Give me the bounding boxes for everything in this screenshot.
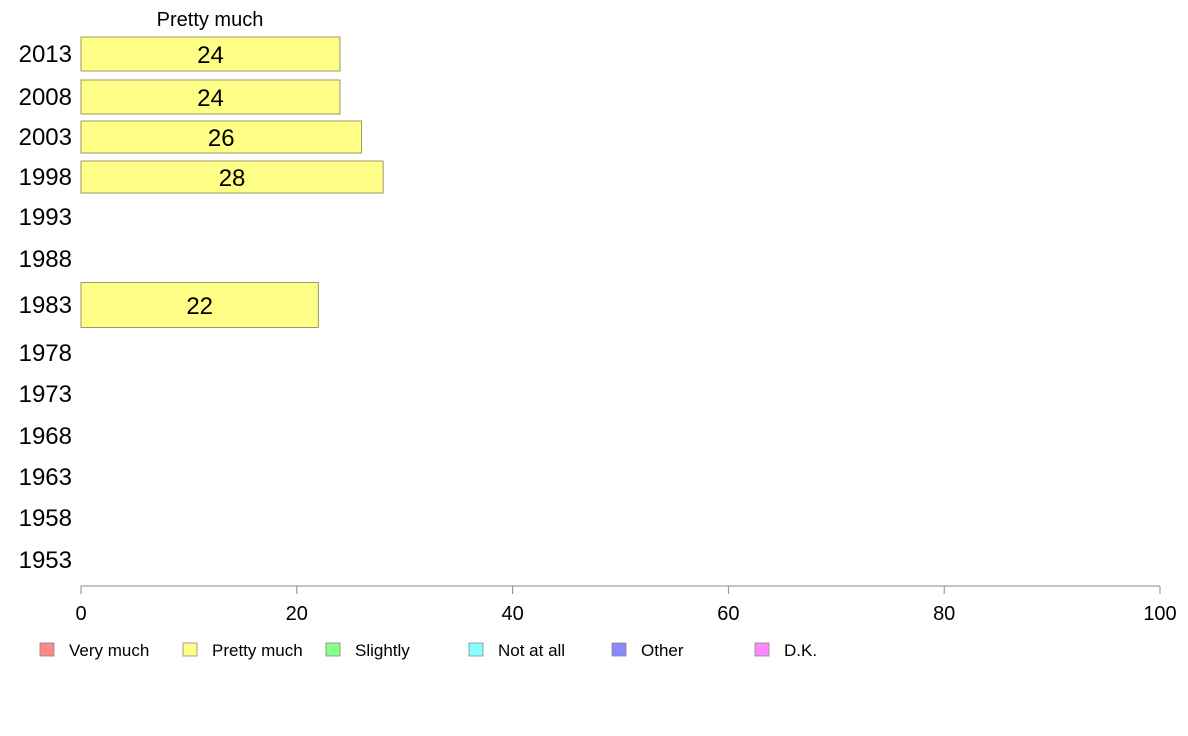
bar-labels: 24 24 26 28 22 xyxy=(186,42,245,320)
bar-label-2008: 24 xyxy=(197,85,224,112)
year-labels: 2013 2008 2003 1998 1993 1988 1983 1978 1973 1968… xyxy=(19,41,72,574)
x-tick-label-80: 80 xyxy=(933,603,955,625)
bar-2008 xyxy=(80,79,341,115)
bar-label-1998: 28 xyxy=(219,165,246,192)
bar-2013 xyxy=(80,36,341,72)
year-label-1988: 1988 xyxy=(19,246,72,273)
year-label-1983: 1983 xyxy=(19,292,72,319)
legend: Very much Pretty much Slightly Not at all Ot… xyxy=(39,641,817,660)
legend-swatch-4 xyxy=(611,642,627,657)
year-label-1963: 1963 xyxy=(19,464,72,491)
x-tick-label-100: 100 xyxy=(1143,603,1176,625)
legend-label-2: Slightly xyxy=(355,641,410,660)
bar-label-1983: 22 xyxy=(186,293,213,320)
bar-1998 xyxy=(80,160,384,194)
legend-label-4: Other xyxy=(641,641,684,660)
legend-label-3: Not at all xyxy=(498,641,565,660)
year-label-1998: 1998 xyxy=(19,164,72,191)
year-label-1953: 1953 xyxy=(19,547,72,574)
legend-swatch-2 xyxy=(325,642,341,657)
x-tick-label-20: 20 xyxy=(286,603,308,625)
legend-label-1: Pretty much xyxy=(212,641,303,660)
legend-swatch-5 xyxy=(754,642,770,657)
bar-label-2003: 26 xyxy=(208,125,235,152)
legend-label-0: Very much xyxy=(69,641,149,660)
bar-1983 xyxy=(80,282,319,328)
year-label-1958: 1958 xyxy=(19,505,72,532)
x-tick-label-60: 60 xyxy=(717,603,739,625)
year-label-1978: 1978 xyxy=(19,340,72,367)
bars xyxy=(80,36,384,328)
bar-2003 xyxy=(80,120,363,154)
year-label-2003: 2003 xyxy=(19,124,72,151)
legend-label-5: D.K. xyxy=(784,641,817,660)
x-axis: 0 20 40 60 80 100 xyxy=(75,585,1177,625)
year-label-1973: 1973 xyxy=(19,381,72,408)
year-label-1993: 1993 xyxy=(19,204,72,231)
year-label-2008: 2008 xyxy=(19,84,72,111)
x-tick-label-0: 0 xyxy=(75,603,86,625)
legend-swatch-1 xyxy=(182,642,198,657)
x-tick-label-40: 40 xyxy=(501,603,523,625)
year-label-1968: 1968 xyxy=(19,423,72,450)
legend-swatch-3 xyxy=(468,642,484,657)
bar-label-2013: 24 xyxy=(197,42,224,69)
legend-swatch-0 xyxy=(39,642,55,657)
year-label-2013: 2013 xyxy=(19,41,72,68)
series-title: Pretty much xyxy=(157,9,264,31)
